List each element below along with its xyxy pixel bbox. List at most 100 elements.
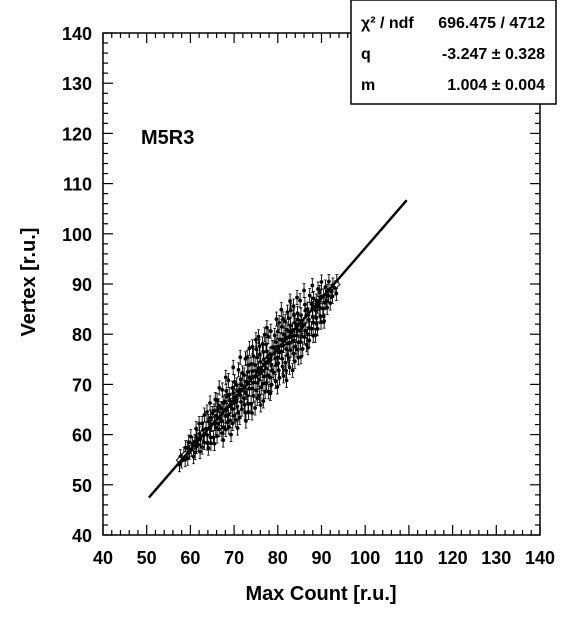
data-point xyxy=(268,329,273,334)
stats-label-m: m xyxy=(361,77,375,94)
data-point xyxy=(266,334,271,339)
annotation-label: M5R3 xyxy=(141,127,194,149)
data-point xyxy=(311,296,316,301)
data-point xyxy=(234,399,239,404)
y-tick-label: 40 xyxy=(72,526,92,546)
data-point xyxy=(321,314,326,319)
data-point xyxy=(277,320,282,325)
data-point xyxy=(258,371,263,376)
data-point xyxy=(309,302,314,306)
data-point xyxy=(249,362,254,366)
data-point xyxy=(224,389,229,393)
data-point xyxy=(191,454,196,459)
data-point xyxy=(310,283,315,288)
stats-label-q: q xyxy=(361,46,371,63)
data-point xyxy=(307,293,312,298)
data-point xyxy=(261,399,266,403)
data-point xyxy=(323,285,328,289)
y-tick-label: 130 xyxy=(62,74,92,94)
x-tick-label: 140 xyxy=(525,548,555,568)
data-point xyxy=(286,316,291,321)
data-point xyxy=(186,440,191,445)
data-point xyxy=(197,421,202,426)
data-point xyxy=(291,351,296,356)
data-point xyxy=(286,356,291,360)
data-point xyxy=(247,346,252,351)
data-point xyxy=(232,380,237,384)
data-point xyxy=(272,333,277,338)
data-point xyxy=(329,289,334,294)
data-point xyxy=(241,396,246,400)
data-point xyxy=(254,337,258,342)
data-points-layer xyxy=(175,274,341,473)
data-point xyxy=(230,407,235,411)
data-point xyxy=(245,355,250,360)
data-point xyxy=(198,449,202,454)
data-point xyxy=(197,432,202,436)
data-point xyxy=(208,435,213,440)
data-point xyxy=(194,426,198,431)
data-point xyxy=(238,377,243,382)
data-point xyxy=(313,308,318,313)
data-point xyxy=(290,368,295,373)
data-point xyxy=(261,350,266,354)
data-point xyxy=(284,347,289,351)
data-point xyxy=(253,363,257,367)
x-axis-label: Max Count [r.u.] xyxy=(245,583,396,605)
data-point xyxy=(317,290,322,295)
data-point xyxy=(226,412,231,417)
data-point xyxy=(256,334,261,339)
data-point xyxy=(217,386,222,390)
data-point xyxy=(268,391,273,396)
axis-tick-labels-layer: 40 50 60 70 80 90 100 110 120 130 140 40 50 60 70 80 90 1… xyxy=(62,24,555,568)
data-point xyxy=(279,307,284,312)
x-tick-label: 50 xyxy=(137,548,157,568)
data-point xyxy=(277,376,282,380)
data-point xyxy=(219,406,223,411)
data-point xyxy=(288,323,293,328)
data-point xyxy=(291,304,296,308)
stats-box-frame xyxy=(350,0,557,105)
data-point xyxy=(318,314,323,319)
data-point xyxy=(212,441,217,446)
data-point xyxy=(273,379,278,384)
data-point xyxy=(283,360,288,365)
data-point xyxy=(264,325,269,330)
data-point xyxy=(236,367,241,372)
data-point xyxy=(231,391,236,396)
data-point xyxy=(275,355,280,360)
data-point xyxy=(230,386,235,391)
x-tick-label: 90 xyxy=(311,548,331,568)
data-point xyxy=(238,355,243,360)
x-tick-label: 70 xyxy=(224,548,244,568)
data-point xyxy=(299,313,303,318)
data-point xyxy=(215,398,219,403)
fit-line-layer xyxy=(147,199,408,499)
data-point xyxy=(258,403,263,407)
data-point xyxy=(288,299,292,303)
data-point xyxy=(221,425,226,429)
data-point xyxy=(259,385,264,390)
data-point xyxy=(314,316,319,321)
data-point xyxy=(188,434,193,439)
data-point xyxy=(227,392,232,397)
data-point xyxy=(212,409,216,413)
data-point xyxy=(229,432,233,437)
data-point xyxy=(211,435,216,440)
data-point xyxy=(257,344,262,349)
stats-box: χ² / ndf 696.475 / 4712 q -3.247 ± 0.328… xyxy=(350,0,557,105)
y-tick-label: 140 xyxy=(62,24,92,44)
data-point xyxy=(253,406,257,410)
data-point xyxy=(250,411,254,415)
x-tick-label: 40 xyxy=(93,548,113,568)
y-axis-label: Vertex [r.u.] xyxy=(18,228,40,337)
data-point xyxy=(298,298,302,303)
data-point xyxy=(260,342,265,346)
y-tick-label: 60 xyxy=(72,426,92,446)
data-point xyxy=(268,375,272,380)
y-tick-label: 100 xyxy=(62,225,92,245)
x-tick-label: 130 xyxy=(481,548,511,568)
data-point xyxy=(206,446,211,451)
data-point xyxy=(200,445,205,450)
